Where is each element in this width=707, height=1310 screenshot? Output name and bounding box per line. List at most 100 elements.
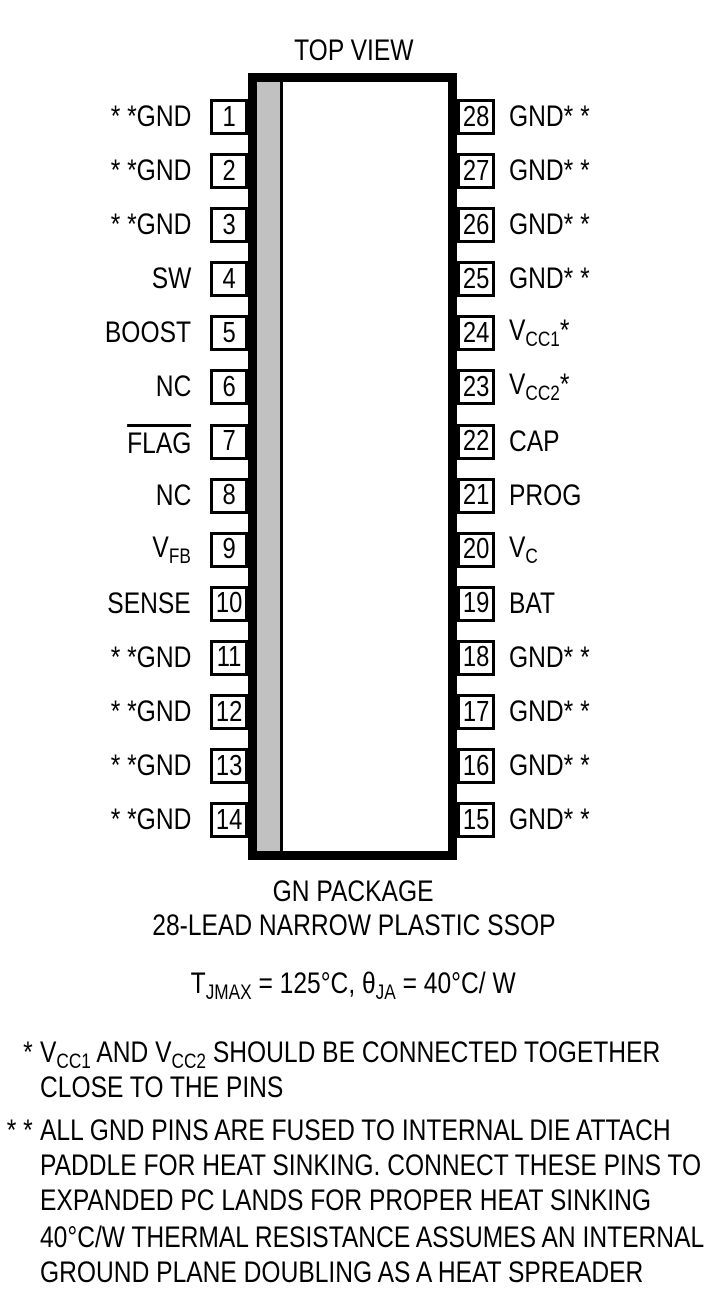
pin-row-11: * *GND 11 xyxy=(0,639,248,676)
pin-number: 13 xyxy=(215,749,243,782)
pin-row-17: 17 GND* * xyxy=(457,694,707,731)
pin-number: 2 xyxy=(222,154,236,187)
pin-box: 22 xyxy=(457,423,495,460)
footnote-vcc: * VCC1 AND VCC2 SHOULD BE CONNECTED TOGE… xyxy=(0,1035,707,1105)
pin-box: 11 xyxy=(210,639,248,676)
package-name: GN PACKAGE xyxy=(273,875,434,908)
pin-number: 26 xyxy=(462,208,490,241)
pin-label: VCC1* xyxy=(509,314,570,352)
pin-number: 3 xyxy=(222,208,236,241)
package-description: 28-LEAD NARROW PLASTIC SSOP xyxy=(151,909,556,942)
pin-label: CAP xyxy=(509,424,560,458)
pin-box: 1 xyxy=(210,99,248,135)
pin-label: * *GND xyxy=(110,695,191,729)
pin-number: 10 xyxy=(215,587,243,620)
pin-label: GND* * xyxy=(509,640,590,674)
pin-number: 17 xyxy=(462,695,490,728)
footnote-line: CLOSE TO THE PINS xyxy=(40,1071,284,1104)
pin-box: 4 xyxy=(210,261,248,298)
pin-number: 1 xyxy=(222,100,236,133)
pin-row-5: BOOST 5 xyxy=(0,315,248,352)
pin-box: 13 xyxy=(210,748,248,785)
pin-number: 6 xyxy=(222,370,236,403)
pin-number: 24 xyxy=(462,316,490,349)
pin-row-7: FLAG 7 xyxy=(0,423,248,460)
pin-row-8: NC 8 xyxy=(0,477,248,514)
pin-label: * *GND xyxy=(110,749,191,783)
pin-label: VFB xyxy=(152,530,191,568)
pin-label: VC xyxy=(509,530,538,568)
pin-box: 23 xyxy=(457,369,495,406)
pin-label: SW xyxy=(151,262,191,296)
pin-box: 16 xyxy=(457,748,495,785)
pin-number: 4 xyxy=(222,262,236,295)
pin-box: 9 xyxy=(210,531,248,568)
pin-number: 7 xyxy=(222,425,236,458)
pin-label: * *GND xyxy=(110,208,191,242)
pin-box: 3 xyxy=(210,207,248,244)
pin-column-right: 28 GND* * 27 GND* * 26 GND* * 25 GND* * 24 VC… xyxy=(457,99,707,839)
footnote-marker: * * xyxy=(7,1114,33,1147)
pin-box: 2 xyxy=(210,153,248,190)
pin-number: 8 xyxy=(222,479,236,512)
pin-label: BAT xyxy=(509,586,556,620)
pin-label: * *GND xyxy=(110,640,191,674)
pin-box: 20 xyxy=(457,531,495,568)
pin-row-25: 25 GND* * xyxy=(457,261,707,298)
pin-row-16: 16 GND* * xyxy=(457,748,707,785)
pin-number: 21 xyxy=(462,479,490,512)
pin-box: 24 xyxy=(457,315,495,352)
pin-label: FLAG xyxy=(126,424,191,459)
pin-row-3: * *GND 3 xyxy=(0,207,248,244)
pin-row-28: 28 GND* * xyxy=(457,99,707,135)
pin-box: 17 xyxy=(457,694,495,731)
pin-number: 28 xyxy=(462,100,490,133)
pin-number: 20 xyxy=(462,533,490,566)
footnote-gnd: * * ALL GND PINS ARE FUSED TO INTERNAL D… xyxy=(0,1113,707,1218)
diagram-title: TOP VIEW xyxy=(0,33,707,69)
pin-row-9: VFB 9 xyxy=(0,530,248,568)
pin-box: 14 xyxy=(210,802,248,839)
pin-label: GND* * xyxy=(509,100,590,133)
pin-number: 16 xyxy=(462,749,490,782)
diagram-title-text: TOP VIEW xyxy=(293,34,414,67)
pin-row-20: 20 VC xyxy=(457,530,707,568)
overline-text: FLAG xyxy=(126,424,191,459)
pin-row-26: 26 GND* * xyxy=(457,207,707,244)
pin-row-6: NC 6 xyxy=(0,369,248,406)
pin-label: NC xyxy=(155,478,191,512)
pin1-indicator-stripe xyxy=(257,82,283,851)
pin-label: SENSE xyxy=(107,586,191,620)
pin-row-14: * *GND 14 xyxy=(0,802,248,839)
pin-label: NC xyxy=(155,370,191,404)
pin-box: 10 xyxy=(210,585,248,622)
thermal-spec-line: TJMAX = 125°C, θJA = 40°C/ W xyxy=(190,967,517,1004)
pin-row-2: * *GND 2 xyxy=(0,153,248,190)
package-outline xyxy=(248,73,457,860)
pin-number: 11 xyxy=(216,641,242,674)
pin-label: GND* * xyxy=(509,803,590,837)
pin-row-1: * *GND 1 xyxy=(0,99,248,135)
footnote-line: GROUND PLANE DOUBLING AS A HEAT SPREADER xyxy=(40,1256,644,1289)
pin-row-21: 21 PROG xyxy=(457,477,707,514)
footnote-marker xyxy=(0,1220,33,1290)
pin-box: 19 xyxy=(457,585,495,622)
footnote-line: 40°C/W THERMAL RESISTANCE ASSUMES AN INT… xyxy=(40,1221,705,1254)
pin-row-24: 24 VCC1* xyxy=(457,314,707,352)
pin-number: 18 xyxy=(462,641,490,674)
pin-label: PROG xyxy=(509,478,582,512)
pin-label: GND* * xyxy=(509,695,590,729)
footnote-thermal: 40°C/W THERMAL RESISTANCE ASSUMES AN INT… xyxy=(0,1220,707,1290)
pin-number: 14 xyxy=(215,803,243,836)
pin-row-15: 15 GND* * xyxy=(457,802,707,839)
pin-row-18: 18 GND* * xyxy=(457,639,707,676)
pin-box: 5 xyxy=(210,315,248,352)
pin-box: 7 xyxy=(210,423,248,460)
pin-label: GND* * xyxy=(509,208,590,242)
footnote-line: PADDLE FOR HEAT SINKING. CONNECT THESE P… xyxy=(40,1149,702,1182)
pin-label: GND* * xyxy=(509,154,590,188)
pin-row-22: 22 CAP xyxy=(457,423,707,460)
pin-label: VCC2* xyxy=(509,368,570,406)
pin-number: 27 xyxy=(462,154,490,187)
pin-box: 18 xyxy=(457,639,495,676)
